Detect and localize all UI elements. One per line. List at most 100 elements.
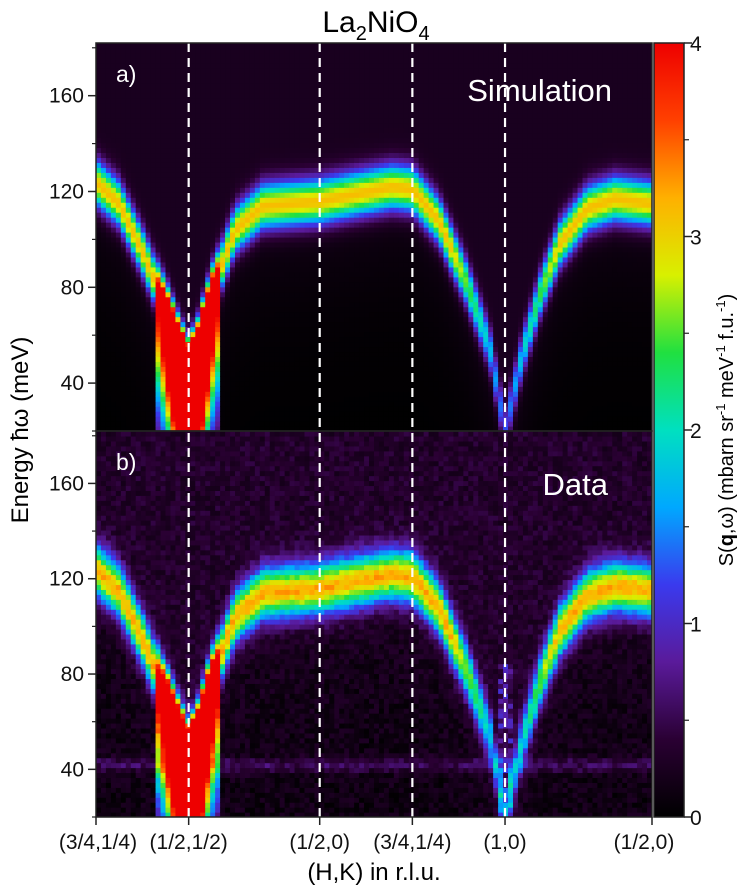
heatmap-cell — [239, 261, 246, 268]
heatmap-cell — [244, 92, 251, 99]
heatmap-cell — [96, 351, 102, 357]
heatmap-cell — [334, 177, 340, 183]
heatmap-cell — [269, 217, 276, 223]
heatmap-cell — [115, 406, 122, 412]
heatmap-cell — [195, 391, 201, 397]
heatmap-cell — [155, 122, 162, 129]
heatmap-cell — [115, 192, 122, 198]
heatmap-cell — [334, 152, 340, 159]
heatmap-cell — [403, 72, 410, 79]
heatmap-cell — [403, 57, 410, 64]
heatmap-cell — [140, 77, 147, 84]
heatmap-cell — [299, 47, 306, 54]
heatmap-cell — [155, 391, 162, 397]
heatmap-cell — [175, 261, 181, 268]
heatmap-cell — [339, 177, 345, 183]
heatmap-cell — [339, 341, 345, 348]
heatmap-cell — [180, 132, 186, 139]
heatmap-cell — [120, 72, 127, 79]
heatmap-cell — [309, 43, 316, 49]
heatmap-cell — [339, 82, 345, 89]
heatmap-cell — [254, 197, 261, 203]
heatmap-cell — [309, 47, 316, 54]
heatmap-cell — [339, 241, 345, 248]
heatmap-cell — [294, 246, 301, 253]
heatmap-cell — [96, 421, 102, 427]
heatmap-cell — [100, 376, 107, 382]
heatmap-cell — [210, 177, 216, 183]
heatmap-cell — [150, 256, 157, 263]
heatmap-cell — [383, 117, 390, 124]
heatmap-cell — [130, 107, 137, 114]
heatmap-cell — [403, 286, 410, 293]
heatmap-cell — [175, 43, 181, 49]
heatmap-cell — [239, 346, 246, 353]
heatmap-cell — [334, 406, 340, 412]
heatmap-cell — [354, 97, 360, 104]
heatmap-cell — [334, 386, 340, 392]
heatmap-cell — [140, 92, 147, 99]
heatmap-cell — [100, 371, 107, 377]
heatmap-cell — [309, 266, 316, 273]
heatmap-cell — [374, 52, 380, 59]
heatmap-cell — [210, 241, 216, 248]
heatmap-cell — [279, 251, 286, 258]
heatmap-cell — [230, 391, 236, 397]
heatmap-cell — [403, 241, 410, 248]
heatmap-cell — [388, 256, 395, 263]
heatmap-cell — [125, 92, 132, 99]
heatmap-cell — [339, 107, 345, 114]
heatmap-cell — [299, 316, 306, 323]
heatmap-cell — [299, 137, 306, 144]
heatmap-cell — [279, 381, 286, 387]
heatmap-cell — [155, 351, 162, 357]
heatmap-cell — [120, 266, 127, 273]
heatmap-cell — [274, 172, 281, 178]
heatmap-cell — [388, 47, 395, 54]
heatmap-cell — [309, 167, 316, 173]
heatmap-cell — [254, 142, 261, 149]
heatmap-cell — [314, 72, 320, 79]
heatmap-cell — [254, 227, 261, 233]
heatmap-cell — [130, 127, 137, 134]
heatmap-cell — [175, 241, 181, 248]
heatmap-cell — [225, 341, 231, 348]
heatmap-cell — [120, 62, 127, 69]
heatmap-cell — [235, 306, 241, 313]
heatmap-cell — [398, 301, 405, 308]
heatmap-cell — [359, 162, 365, 168]
heatmap-cell — [378, 177, 385, 183]
heatmap-cell — [294, 162, 301, 168]
heatmap-cell — [249, 77, 256, 84]
heatmap-cell — [215, 321, 221, 328]
heatmap-cell — [324, 416, 330, 422]
heatmap-cell — [329, 197, 335, 203]
heatmap-cell — [165, 381, 172, 387]
heatmap-cell — [160, 321, 167, 328]
heatmap-cell — [398, 207, 405, 213]
heatmap-cell — [259, 286, 266, 293]
heatmap-cell — [200, 102, 206, 109]
heatmap-cell — [235, 77, 241, 84]
heatmap-cell — [115, 127, 122, 134]
heatmap-cell — [200, 212, 206, 218]
heatmap-cell — [324, 391, 330, 397]
heatmap-cell — [324, 291, 330, 298]
heatmap-cell — [230, 411, 236, 417]
heatmap-cell — [374, 331, 380, 338]
heatmap-cell — [284, 256, 291, 263]
heatmap-cell — [170, 187, 177, 193]
heatmap-cell — [215, 381, 221, 387]
heatmap-cell — [279, 97, 286, 104]
heatmap-cell — [284, 227, 291, 233]
heatmap-cell — [135, 341, 142, 348]
heatmap-cell — [344, 162, 350, 168]
heatmap-cell — [140, 271, 147, 278]
heatmap-cell — [249, 316, 256, 323]
heatmap-cell — [110, 316, 117, 323]
heatmap-cell — [115, 217, 122, 223]
heatmap-cell — [210, 411, 216, 417]
heatmap-cell — [180, 207, 186, 213]
heatmap-cell — [110, 217, 117, 223]
heatmap-cell — [383, 331, 390, 338]
